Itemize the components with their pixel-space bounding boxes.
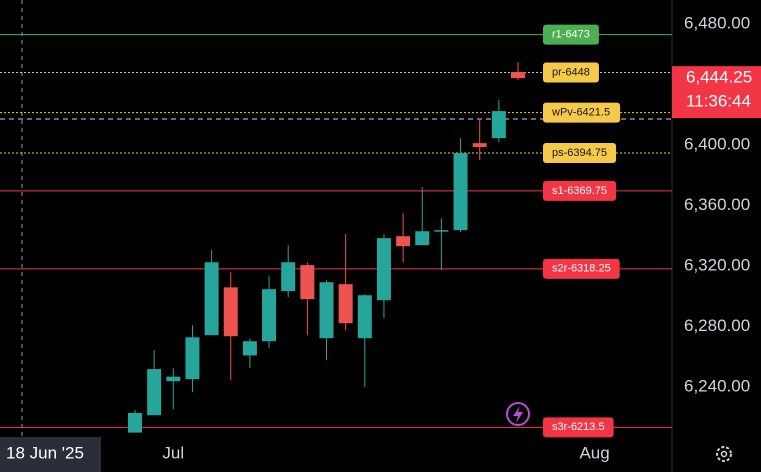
candle-body (357, 295, 372, 339)
y-tick-label: 6,320.00 (684, 256, 750, 275)
level-label-text: wPv-6421.5 (551, 106, 610, 118)
crosshair-date-text: 18 Jun '25 (6, 443, 84, 462)
candle-body (300, 265, 315, 300)
candle-body (128, 412, 142, 433)
candle-body (242, 341, 257, 356)
candle-body (262, 289, 277, 342)
level-label-box (543, 417, 614, 438)
last-price-text: 6,444.25 (686, 68, 752, 87)
candle-body (396, 236, 411, 247)
candle-body (166, 376, 181, 382)
y-tick-label: 6,480.00 (684, 14, 750, 33)
candle-body (415, 231, 430, 246)
candle-body (338, 284, 353, 324)
y-tick-label: 6,240.00 (684, 377, 750, 396)
candle-body (147, 369, 162, 416)
level-label: s3r-6213.5 (543, 417, 614, 438)
countdown-text: 11:36:44 (686, 92, 751, 111)
crosshair-date: 18 Jun '25 (0, 437, 101, 472)
candle-body (185, 337, 200, 380)
level-label-text: s3r-6213.5 (552, 421, 605, 433)
x-tick-label: Aug (579, 443, 609, 462)
level-label: pr-6448 (543, 62, 599, 83)
level-label-box (543, 258, 620, 279)
level-label-text: ps-6394.75 (552, 147, 607, 159)
crosshair-date-box (0, 437, 101, 472)
level-label-text: s2r-6318.25 (552, 263, 611, 275)
level-label-text: s1-6369.75 (552, 185, 607, 197)
level-label: s1-6369.75 (543, 180, 617, 201)
level-label-box (543, 102, 621, 123)
level-label: wPv-6421.5 (543, 102, 621, 123)
y-tick-label: 6,280.00 (684, 316, 750, 335)
level-label-box (543, 24, 599, 45)
last-price-badge: 6,444.25 11:36:44 (672, 66, 761, 119)
level-label: r1-6473 (543, 24, 599, 45)
level-label: ps-6394.75 (543, 143, 617, 164)
settings-icon[interactable] (716, 446, 732, 462)
level-label: s2r-6318.25 (543, 258, 620, 279)
alert-icon[interactable] (506, 402, 530, 426)
candle-body (376, 238, 391, 301)
candle-body (511, 72, 525, 79)
candle-body (281, 262, 296, 292)
candle-body (319, 282, 334, 339)
y-tick-label: 6,400.00 (684, 135, 750, 154)
level-label-text: r1-6473 (552, 29, 590, 41)
candle-body (472, 143, 487, 148)
candle-body (223, 287, 238, 337)
candle-body (453, 153, 468, 231)
y-tick-label: 6,360.00 (684, 195, 750, 214)
candle-body (434, 230, 449, 232)
level-label-text: pr-6448 (552, 66, 590, 78)
last-price-box (672, 66, 761, 119)
candle-body (204, 262, 219, 336)
candle-body (491, 111, 506, 139)
x-tick-label: Jul (162, 443, 184, 462)
level-label-box (543, 180, 617, 201)
level-label-box (543, 143, 617, 164)
level-label-box (543, 62, 599, 83)
